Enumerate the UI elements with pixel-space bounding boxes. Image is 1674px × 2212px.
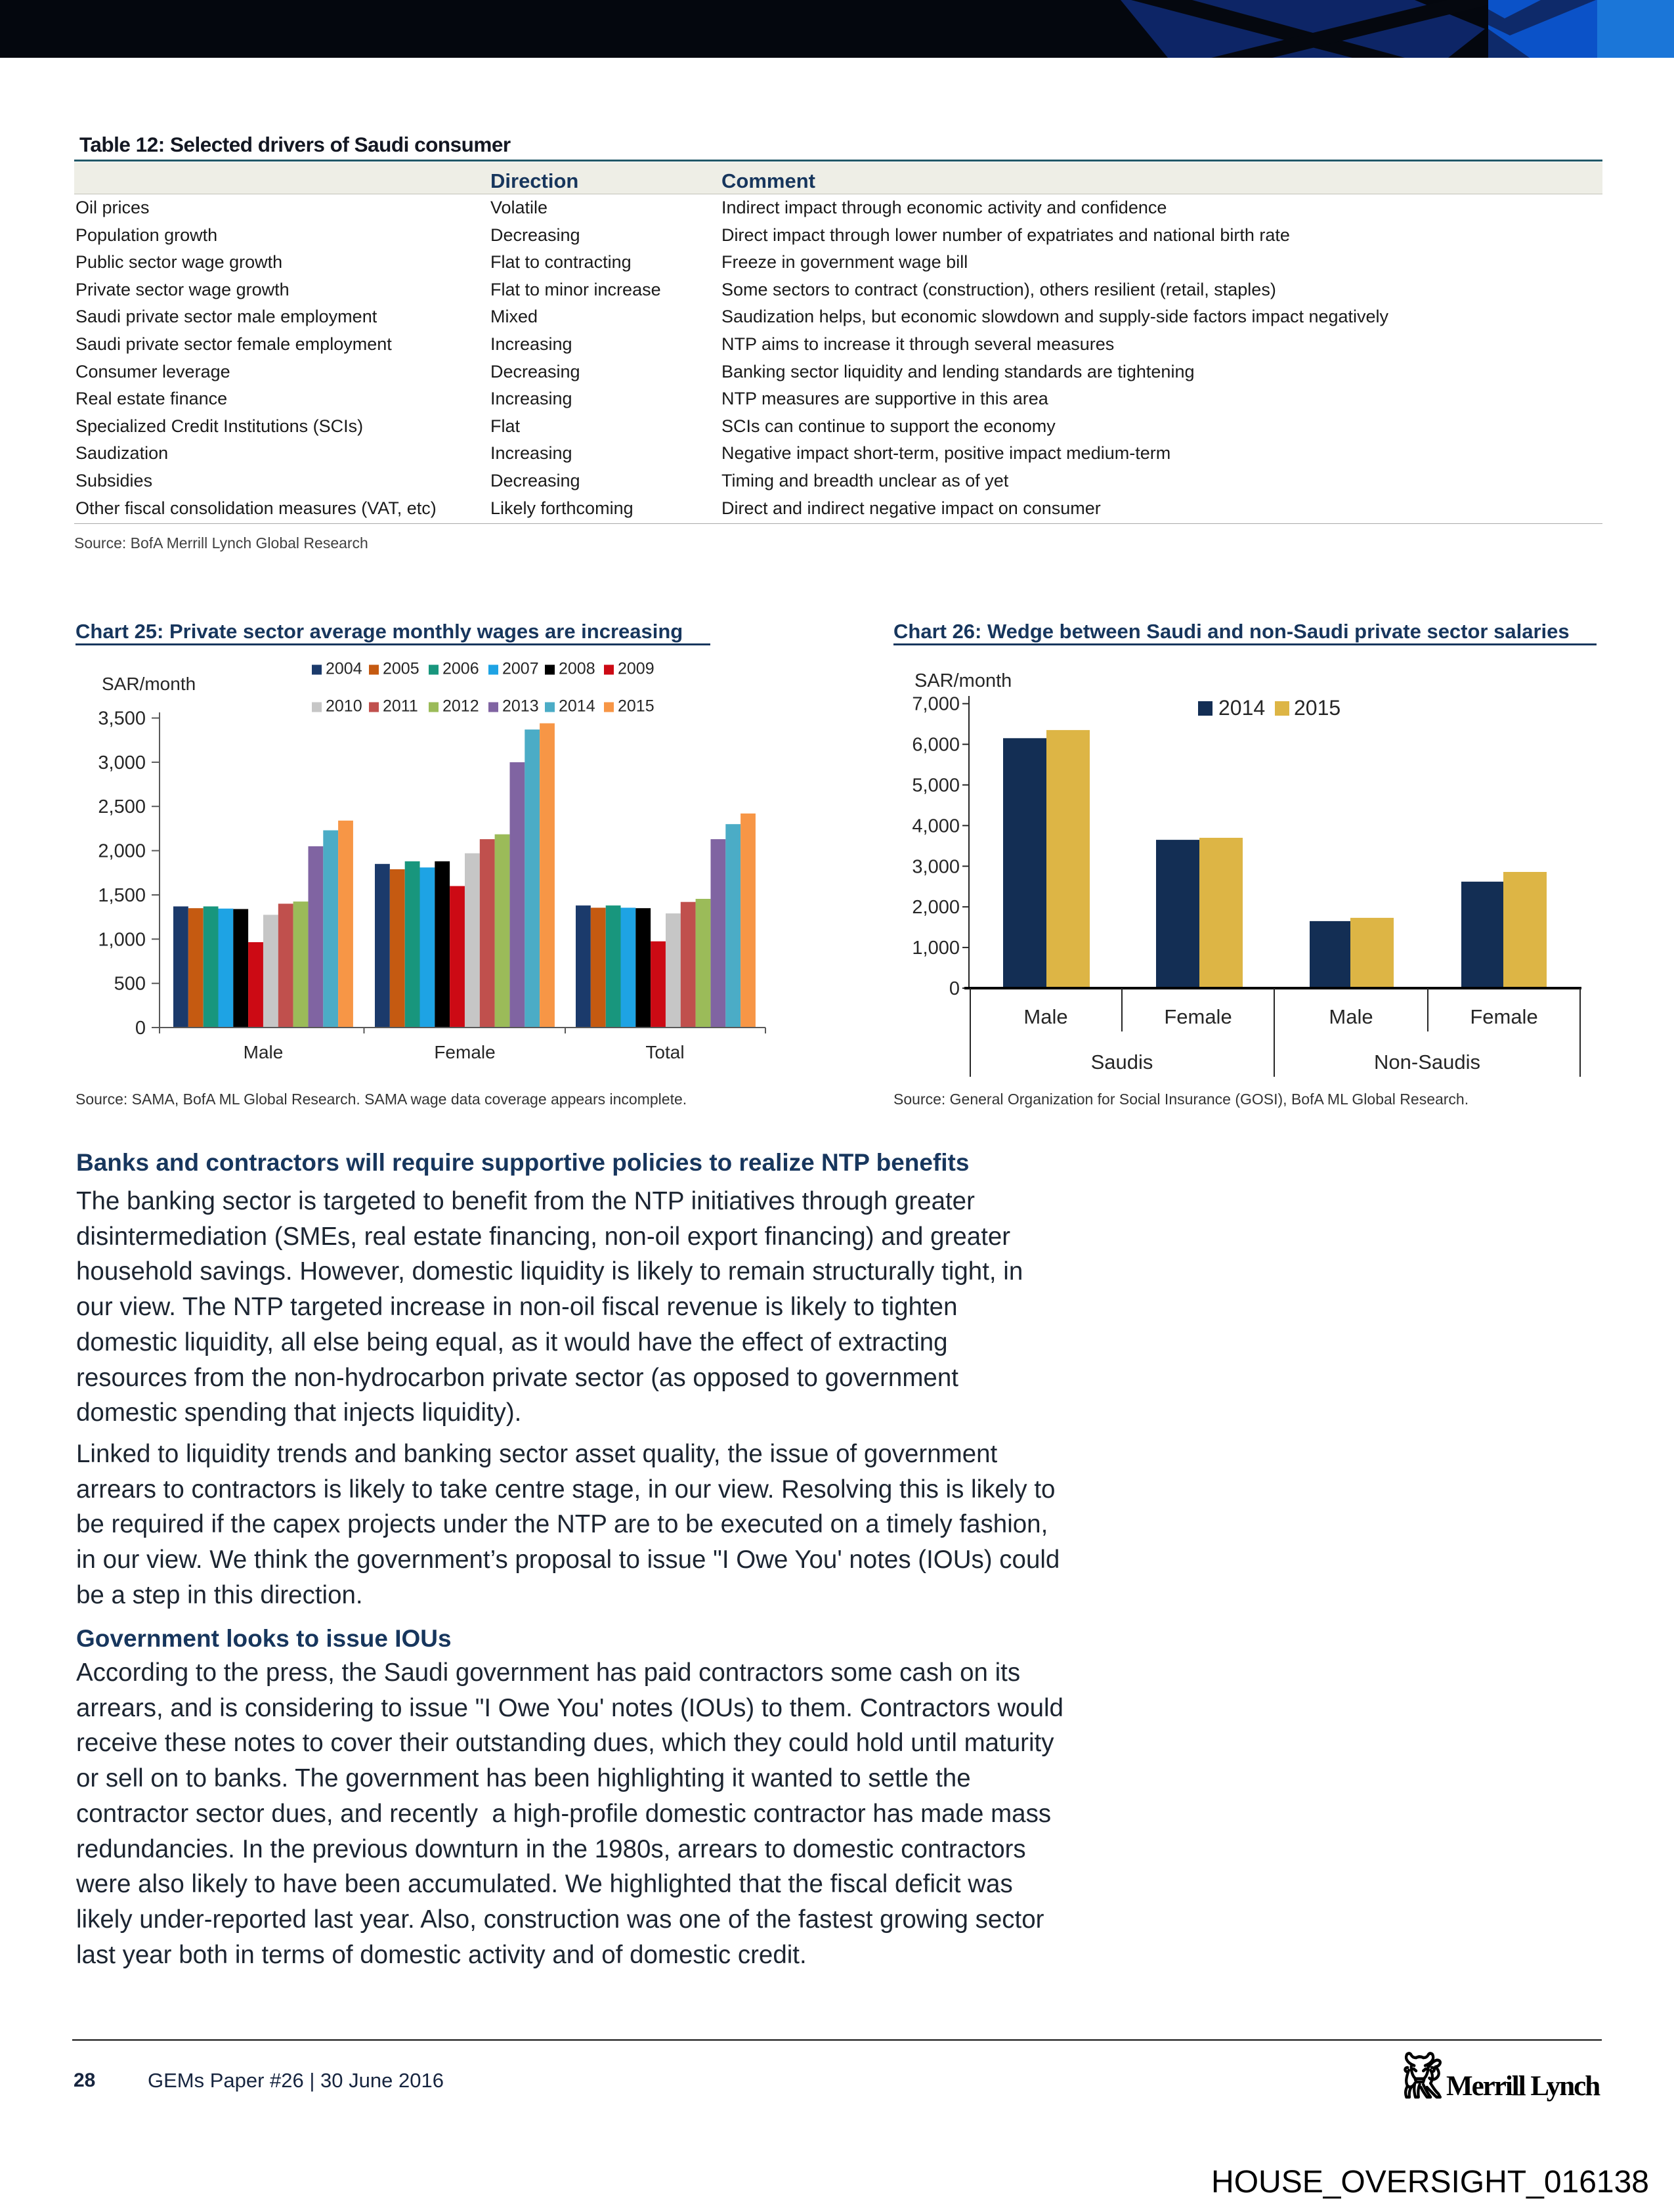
svg-text:1,000: 1,000 bbox=[98, 929, 146, 950]
svg-text:3,500: 3,500 bbox=[98, 708, 146, 729]
svg-text:5,000: 5,000 bbox=[912, 775, 960, 796]
svg-text:500: 500 bbox=[114, 974, 146, 995]
svg-text:1,500: 1,500 bbox=[98, 885, 146, 906]
svg-text:Male: Male bbox=[1023, 1005, 1067, 1028]
svg-text:2,000: 2,000 bbox=[912, 897, 960, 918]
svg-text:Saudis: Saudis bbox=[1091, 1051, 1153, 1073]
svg-text:0: 0 bbox=[135, 1018, 146, 1039]
svg-text:2011: 2011 bbox=[383, 697, 418, 716]
svg-text:SAR/month: SAR/month bbox=[102, 674, 196, 694]
svg-text:2005: 2005 bbox=[383, 660, 419, 678]
svg-text:2015: 2015 bbox=[618, 697, 655, 716]
svg-text:Chart 26: Wedge between Saudi: Chart 26: Wedge between Saudi and non-Sa… bbox=[893, 620, 1570, 643]
svg-text:1,000: 1,000 bbox=[912, 938, 960, 959]
svg-text:2004: 2004 bbox=[326, 660, 362, 678]
svg-text:2006: 2006 bbox=[442, 660, 479, 678]
svg-text:2008: 2008 bbox=[559, 660, 595, 678]
svg-text:2009: 2009 bbox=[618, 660, 655, 678]
svg-text:Male: Male bbox=[244, 1042, 284, 1062]
svg-text:SAR/month: SAR/month bbox=[914, 670, 1012, 691]
svg-text:Source: General Organization f: Source: General Organization for Social … bbox=[893, 1091, 1469, 1108]
svg-text:6,000: 6,000 bbox=[912, 735, 960, 756]
svg-text:2014: 2014 bbox=[559, 697, 595, 716]
svg-text:2,500: 2,500 bbox=[98, 796, 146, 817]
svg-text:2007: 2007 bbox=[502, 660, 539, 678]
svg-text:Female: Female bbox=[434, 1042, 495, 1062]
svg-text:2014: 2014 bbox=[1218, 696, 1265, 720]
svg-text:7,000: 7,000 bbox=[912, 694, 960, 715]
svg-text:4,000: 4,000 bbox=[912, 815, 960, 836]
svg-text:Female: Female bbox=[1164, 1005, 1232, 1028]
svg-text:Non-Saudis: Non-Saudis bbox=[1374, 1051, 1480, 1073]
svg-text:2015: 2015 bbox=[1294, 696, 1341, 720]
svg-text:Source: SAMA, BofA ML Global R: Source: SAMA, BofA ML Global Research. S… bbox=[75, 1091, 687, 1108]
svg-text:3,000: 3,000 bbox=[98, 752, 146, 773]
svg-text:Chart 25: Private sector avera: Chart 25: Private sector average monthly… bbox=[75, 620, 683, 643]
svg-text:2,000: 2,000 bbox=[98, 841, 146, 862]
svg-text:2012: 2012 bbox=[442, 697, 479, 716]
svg-text:0: 0 bbox=[949, 978, 960, 999]
svg-text:Male: Male bbox=[1329, 1005, 1373, 1028]
svg-text:3,000: 3,000 bbox=[912, 856, 960, 877]
svg-text:Female: Female bbox=[1470, 1005, 1537, 1028]
svg-text:Total: Total bbox=[645, 1042, 684, 1062]
svg-text:2010: 2010 bbox=[326, 697, 362, 716]
svg-text:2013: 2013 bbox=[502, 697, 539, 716]
